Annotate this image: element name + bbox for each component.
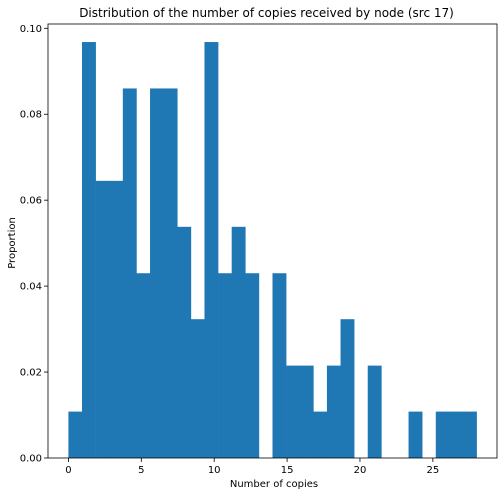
x-tick-label: 5 [138,465,144,476]
histogram-bar [190,319,205,458]
histogram-bar [177,226,192,458]
y-tick-label: 0.00 [20,454,42,465]
bars-layer [68,42,477,459]
x-tick-label: 0 [65,465,71,476]
histogram-bar [408,411,423,458]
histogram-bar [340,319,355,458]
y-tick-label: 0.08 [20,110,42,121]
histogram-bar [163,88,178,458]
histogram-bar [326,365,341,458]
x-tick-label: 25 [426,465,439,476]
histogram-bar [231,226,246,458]
histogram-bar [462,411,477,458]
x-axis-ticks: 0 5 10 15 20 25 [65,458,439,476]
histogram-bar [109,180,124,458]
histogram-bar [122,88,137,458]
histogram-bar [136,273,151,458]
histogram-bar [286,365,301,458]
histogram-bar [204,42,219,459]
histogram-bar [449,411,464,458]
histogram-bar [95,180,110,458]
x-tick-label: 10 [208,465,221,476]
y-tick-label: 0.02 [20,368,42,379]
histogram-bar [313,411,328,458]
histogram-bar [245,273,260,458]
histogram-bar [68,411,83,458]
y-axis-ticks: 0.00 0.02 0.04 0.06 0.08 0.10 [20,24,48,465]
x-tick-label: 20 [354,465,367,476]
histogram-bar [367,365,382,458]
histogram-bar [150,88,164,458]
y-tick-label: 0.04 [20,282,42,293]
histogram-bar [218,273,232,458]
histogram-bar [272,273,287,458]
chart-title: Distribution of the number of copies rec… [79,6,454,20]
histogram-bar [435,411,450,458]
y-tick-label: 0.06 [20,196,42,207]
y-tick-label: 0.10 [20,24,42,35]
x-tick-label: 15 [281,465,294,476]
x-axis-label: Number of copies [230,479,318,490]
histogram-bar [299,365,314,458]
histogram-bar [82,42,96,459]
plot-frame [47,23,498,459]
y-axis-label: Proportion [7,217,18,269]
